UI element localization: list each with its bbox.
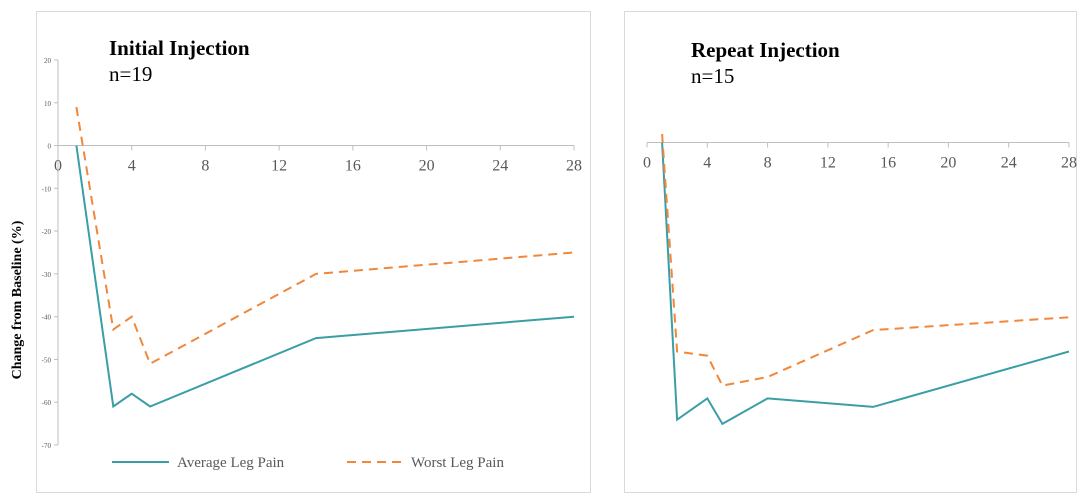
chart-title-initial: Initial Injection (109, 36, 250, 60)
y-tick-label-initial: -20 (42, 228, 52, 236)
chart-subtitle-initial: n=19 (109, 62, 153, 86)
x-tick-label-initial: 16 (345, 158, 361, 175)
series-line-worst-initial (75, 106, 575, 366)
y-tick-label-initial: -70 (42, 442, 52, 450)
x-tick-label-repeat: 4 (703, 155, 711, 172)
x-tick-label-initial: 24 (492, 158, 508, 175)
y-tick-label-initial: 20 (44, 57, 52, 65)
x-tick-label-repeat: 0 (643, 155, 651, 172)
y-tick-label-initial: -40 (42, 314, 52, 322)
y-tick-label-initial: -60 (42, 399, 52, 407)
y-tick-label-initial: -30 (42, 271, 52, 279)
x-tick-label-repeat: 12 (820, 155, 836, 172)
series-line-average-repeat (661, 142, 1070, 426)
chart-svg-initial: 20 10 0 -10 -20 -30 -40 -50 -60 -70 0 4 8 12 16 20 24 28 A… (42, 57, 582, 471)
series-line-average-initial (75, 145, 575, 409)
x-tick-label-repeat: 28 (1061, 155, 1077, 172)
x-tick-label-repeat: 8 (764, 155, 772, 172)
x-tick-label-initial: 12 (271, 158, 287, 175)
y-tick-label-initial: -50 (42, 356, 52, 364)
legend-label-worst: Worst Leg Pain (411, 455, 504, 471)
x-tick-label-repeat: 20 (940, 155, 956, 172)
legend-label-average: Average Leg Pain (177, 455, 285, 471)
y-axis-label: Change from Baseline (%) (10, 220, 25, 380)
x-tick-label-initial: 8 (201, 158, 209, 175)
x-tick-label-initial: 4 (128, 158, 136, 175)
x-tick-label-initial: 20 (419, 158, 435, 175)
y-tick-label-initial: -10 (42, 185, 52, 193)
x-tick-label-initial: 28 (566, 158, 582, 175)
x-tick-label-initial: 0 (54, 158, 62, 175)
y-tick-label-initial: 10 (44, 100, 52, 108)
chart-panel-initial: 20 10 0 -10 -20 -30 -40 -50 -60 -70 0 4 8 12 16 20 24 28 A… (36, 11, 591, 493)
x-tick-label-repeat: 24 (1001, 155, 1017, 172)
y-tick-label-initial: 0 (48, 143, 52, 151)
chart-svg-repeat: 0 4 8 12 16 20 24 28 (643, 133, 1077, 426)
chart-subtitle-repeat: n=15 (691, 64, 735, 88)
series-line-worst-repeat (661, 133, 1070, 387)
chart-panel-repeat: 0 4 8 12 16 20 24 28 Repeat Injection n=15 (624, 11, 1077, 493)
chart-title-repeat: Repeat Injection (691, 38, 840, 62)
x-tick-label-repeat: 16 (880, 155, 896, 172)
